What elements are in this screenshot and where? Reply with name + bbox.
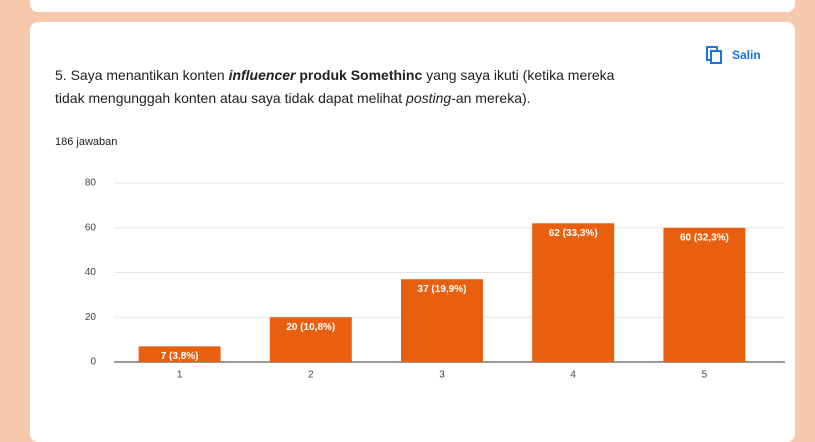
bar	[663, 227, 746, 362]
copy-icon	[706, 46, 722, 64]
copy-label: Salin	[732, 48, 761, 62]
y-tick-label: 40	[85, 267, 97, 278]
title-text: -an mereka).	[451, 90, 531, 106]
bar	[138, 346, 221, 362]
bar	[532, 223, 615, 362]
page: 5. Saya menantikan konten influencer pro…	[30, 0, 795, 442]
y-tick-label: 80	[85, 178, 97, 189]
previous-card	[30, 0, 795, 12]
value-label: 7 (3,8%)	[161, 351, 199, 362]
x-tick-label: 2	[308, 370, 314, 381]
x-tick-label: 5	[702, 370, 708, 381]
question-title: 5. Saya menantikan konten influencer pro…	[55, 64, 640, 110]
value-label: 62 (33,3%)	[549, 228, 598, 239]
y-tick-label: 0	[90, 357, 96, 368]
x-tick-label: 4	[570, 370, 576, 381]
response-count: 186 jawaban	[55, 136, 118, 148]
value-label: 37 (19,9%)	[418, 284, 467, 295]
bar	[401, 279, 483, 362]
x-tick-label: 3	[439, 370, 445, 381]
value-label: 20 (10,8%)	[286, 322, 335, 333]
y-tick-label: 20	[85, 312, 97, 323]
bar	[269, 317, 352, 362]
x-tick-label: 1	[177, 370, 183, 381]
title-text: posting	[406, 90, 452, 106]
copy-button[interactable]: Salin	[706, 46, 761, 64]
value-label: 60 (32,3%)	[680, 232, 729, 243]
title-text: produk Somethinc	[299, 67, 423, 83]
title-text: yang saya ikuti (ketika mereka tidak men…	[55, 67, 615, 106]
title-text: 5. Saya menantikan konten	[55, 67, 229, 83]
title-text: influencer	[228, 67, 296, 83]
chart: 0 20 40 60 80 1 7 (3,8%) 2 20 (10,8%) 3 37 (19,9%)…	[85, 178, 785, 381]
y-tick-label: 60	[85, 222, 97, 233]
